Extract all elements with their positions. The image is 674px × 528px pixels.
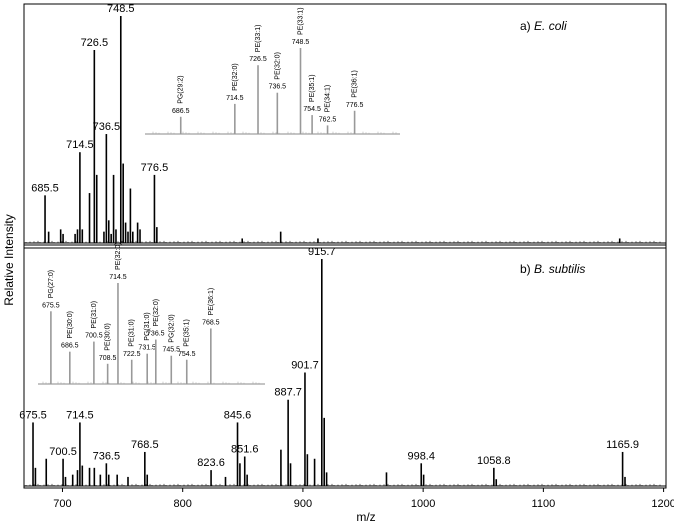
inset-peak-label-a: 726.5: [249, 56, 267, 63]
inset-peak-label-b: 722.5: [123, 351, 141, 358]
inset-peak-label-b: 736.5: [147, 331, 165, 338]
inset-bg-b: [38, 273, 265, 384]
inset-peak-label-b: 708.5: [99, 355, 117, 362]
peak-label-b: 851.6: [231, 443, 259, 455]
peak-label-b: 675.5: [19, 409, 47, 421]
peak-label-b: 700.5: [49, 446, 77, 458]
peak-label-b: 901.7: [291, 360, 319, 372]
inset-lipid-label-b: PE(32:0): [153, 299, 160, 327]
inset-lipid-label-b: PE(30:0): [105, 323, 112, 351]
x-tick-label: 1000: [411, 498, 435, 510]
organism-name-a: E. coli: [534, 19, 567, 33]
peak-label-b: 845.6: [224, 409, 252, 421]
peak-label-b: 823.6: [197, 457, 225, 469]
peak-label-b: 736.5: [93, 450, 121, 462]
peak-label-b: 915.7: [308, 246, 336, 258]
inset-lipid-label-b: PE(36:1): [208, 288, 215, 316]
inset-peak-label-b: 745.5: [163, 347, 181, 354]
peak-label-a: 748.5: [107, 3, 135, 15]
inset-peak-label-b: 700.5: [85, 333, 103, 340]
inset-peak-label-a: 736.5: [269, 84, 287, 91]
inset-lipid-label-b: PG(32:0): [168, 314, 175, 342]
inset-peak-label-b: 714.5: [109, 274, 127, 281]
inset-peak-label-a: 748.5: [292, 39, 310, 46]
x-tick-label: 1200: [651, 498, 674, 510]
inset-peak-label-a: 754.5: [303, 106, 321, 113]
organism-name-b: B. subtilis: [534, 262, 585, 276]
peak-label-b: 1058.8: [477, 455, 511, 467]
x-tick-label: 900: [294, 498, 312, 510]
inset-peak-label-a: 686.5: [172, 108, 190, 115]
inset-lipid-label-a: PE(34:1): [325, 85, 332, 113]
peak-label-a: 736.5: [93, 121, 121, 133]
peak-label-b: 998.4: [407, 450, 435, 462]
inset-peak-label-b: 686.5: [61, 343, 79, 350]
peak-label-a: 685.5: [31, 182, 59, 194]
inset-lipid-label-b: PE(31:0): [91, 301, 98, 329]
inset-lipid-label-b: PE(31:0): [129, 319, 136, 347]
peak-label-a: 776.5: [141, 162, 169, 174]
inset-noise-b: [42, 381, 263, 384]
peak-label-a: 726.5: [81, 37, 109, 49]
inset-lipid-label-b: PG(31:0): [144, 312, 151, 340]
x-axis-label: m/z: [356, 510, 375, 524]
inset-lipid-label-a: PG(29:2): [178, 75, 185, 103]
peak-label-a: 714.5: [66, 139, 94, 151]
panel-title-b: b) B. subtilis: [520, 262, 585, 276]
inset-lipid-label-a: PE(32:0): [232, 63, 239, 91]
peak-label-b: 768.5: [131, 439, 159, 451]
inset-lipid-label-b: PG(27:0): [48, 270, 55, 298]
x-tick-label: 1100: [532, 498, 556, 510]
inset-peak-label-a: 776.5: [346, 102, 364, 109]
x-tick-label: 700: [53, 498, 71, 510]
inset-peak-label-b: 754.5: [178, 351, 196, 358]
inset-bg-a: [145, 38, 400, 134]
y-axis-label: Relative Intensity: [2, 214, 16, 305]
inset-peak-label-b: 768.5: [202, 319, 220, 326]
peak-label-b: 1165.9: [606, 439, 639, 451]
peak-label-b: 714.5: [66, 409, 94, 421]
inset-lipid-label-b: PE(35:1): [184, 319, 191, 347]
inset-lipid-label-a: PE(33:1): [255, 25, 262, 53]
peak-label-b: 887.7: [274, 387, 302, 399]
inset-peak-label-b: 675.5: [42, 302, 60, 309]
plot-frame: [23, 3, 667, 489]
inset-lipid-label-a: PE(33:1): [298, 7, 305, 35]
inset-peak-label-a: 762.5: [319, 116, 337, 123]
inset-lipid-label-b: PE(30:0): [67, 311, 74, 339]
inset-peak-label-a: 714.5: [226, 95, 244, 102]
x-tick-label: 800: [174, 498, 192, 510]
inset-peak-label-b: 731.5: [138, 345, 156, 352]
inset-lipid-label-a: PE(36:1): [352, 70, 359, 98]
inset-lipid-label-b: PE(32:0): [115, 242, 122, 270]
inset-lipid-label-a: PE(35:1): [309, 74, 316, 102]
inset-lipid-label-a: PE(32:0): [274, 52, 281, 80]
panel-title-a: a) E. coli: [520, 19, 567, 33]
